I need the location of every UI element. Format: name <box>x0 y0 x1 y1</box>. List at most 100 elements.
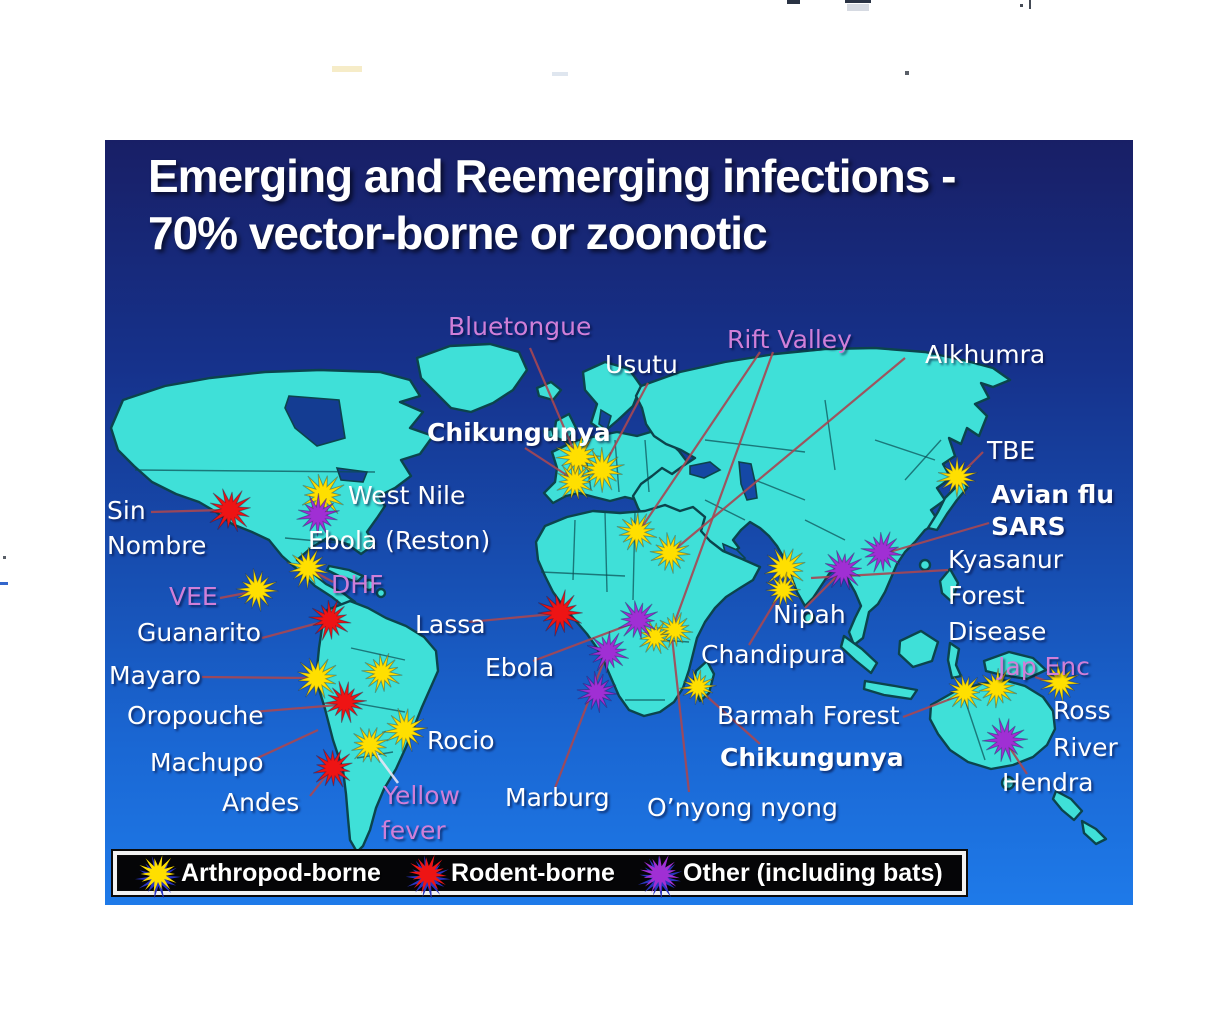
map-label-1-usutu: Usutu <box>605 350 678 379</box>
legend-item-arthropod: Arthropod-borne <box>135 855 381 898</box>
map-label-28-river: River <box>1053 733 1118 762</box>
legend-label: Other (including bats) <box>683 858 943 887</box>
marker-other <box>618 600 659 640</box>
connector-line <box>524 447 569 477</box>
landmass-south-america <box>315 599 440 854</box>
map-label-24-oropouche: Oropouche <box>127 701 264 730</box>
marker-other <box>981 717 1029 763</box>
marker-arthropod <box>976 668 1018 709</box>
marker-other <box>576 671 618 713</box>
connector-line <box>532 622 632 663</box>
rodent-star-icon <box>405 854 451 898</box>
black-sea <box>689 461 722 479</box>
connector-line <box>468 612 554 624</box>
connector-line <box>670 636 691 793</box>
landmass-scandinavia <box>581 360 643 434</box>
map-label-14-disease: Disease <box>948 617 1047 646</box>
arthropod-star-icon <box>135 855 181 898</box>
connector-line <box>201 675 309 680</box>
slide-title-line1: Emerging and Reemerging infections - <box>148 150 956 202</box>
connector-line <box>150 508 224 514</box>
landmass-caribbean <box>325 564 365 584</box>
map-label-4-chikungunya: Chikungunya <box>427 418 611 447</box>
caspian-sea <box>738 461 758 501</box>
world-map <box>109 342 1108 854</box>
marker-arthropod <box>301 473 345 516</box>
map-label-13-forest: Forest <box>948 581 1025 610</box>
legend-bar: Arthropod-borne Rodent-borne Other (incl… <box>113 851 966 898</box>
marker-arthropod <box>1039 661 1081 703</box>
speck <box>0 582 8 585</box>
map-label-15-dhf: DHF <box>331 570 384 599</box>
connector-line <box>219 590 252 600</box>
connector-line <box>804 573 840 609</box>
landmass-island <box>375 587 387 599</box>
map-label-25-barmah-forest: Barmah Forest <box>717 701 900 730</box>
speck <box>1020 4 1023 7</box>
marker-rodent <box>308 599 352 641</box>
connector-line <box>671 351 775 628</box>
map-label-30-chikungunya: Chikungunya <box>720 743 904 772</box>
marker-arthropod <box>361 652 403 694</box>
map-label-29-machupo: Machupo <box>150 748 264 777</box>
marker-arthropod <box>381 707 429 753</box>
other-star-icon <box>640 855 680 893</box>
map-label-20-chandipura: Chandipura <box>701 640 846 669</box>
map-label-0-bluetongue: Bluetongue <box>448 312 592 341</box>
landmass-taiwan <box>918 558 932 572</box>
continents <box>109 342 1108 854</box>
landmass-new-zealand-south <box>1080 819 1108 846</box>
legend-item-other: Other (including bats) <box>637 855 943 898</box>
map-label-17-guanarito: Guanarito <box>137 618 262 647</box>
map-label-34-o-nyong-nyong: O’nyong nyong <box>647 793 838 822</box>
connector-line <box>701 691 761 745</box>
landmass-sulawesi <box>946 641 963 680</box>
map-label-27-rocio: Rocio <box>427 726 495 755</box>
connector-line <box>250 729 319 762</box>
marker-arthropod <box>556 463 594 500</box>
map-label-7-avian-flu: Avian flu <box>991 480 1115 509</box>
marker-arthropod <box>235 568 279 612</box>
slide-title-line2: 70% vector-borne or zoonotic <box>148 207 768 259</box>
connector-line <box>672 357 906 552</box>
map-label-35-andes: Andes <box>222 788 300 817</box>
connector-line <box>602 382 649 469</box>
connector-line <box>748 591 782 646</box>
speck <box>3 556 6 559</box>
marker-arthropod <box>679 668 717 705</box>
legend-label: Rodent-borne <box>451 858 615 887</box>
marker-arthropod <box>286 546 330 590</box>
marker-arthropod <box>616 512 658 553</box>
baltic-sea <box>598 408 612 432</box>
marker-arthropod <box>765 571 801 609</box>
connector-line <box>553 657 607 789</box>
landmass-new-guinea <box>982 650 1048 681</box>
other-star-icon <box>637 855 683 898</box>
legend-item-rodent: Rodent-borne <box>405 854 615 898</box>
disease-markers <box>209 433 1081 788</box>
legend-label: Arthropod-borne <box>181 858 381 887</box>
marker-other <box>824 550 863 591</box>
map-label-18-lassa: Lassa <box>415 610 486 639</box>
map-label-31-hendra: Hendra <box>1002 768 1094 797</box>
connector-line <box>885 521 990 555</box>
hudson-bay <box>284 395 346 447</box>
speck <box>552 72 568 76</box>
speck <box>1029 0 1031 9</box>
speck <box>905 71 909 75</box>
marker-rodent <box>537 589 583 637</box>
map-label-22-ebola: Ebola <box>485 653 555 682</box>
landmass-island <box>362 578 376 592</box>
marker-rodent <box>209 488 251 533</box>
marker-other <box>586 631 630 674</box>
marker-other <box>296 493 340 537</box>
map-label-26-ross: Ross <box>1053 696 1111 725</box>
connector-line <box>902 693 962 719</box>
map-label-9-sin: Sin <box>107 496 146 525</box>
landmass-new-zealand-north <box>1051 789 1084 822</box>
map-label-32-yellow: Yellow <box>383 781 460 810</box>
connector-line <box>261 620 323 640</box>
landmass-greenland <box>415 342 529 414</box>
marker-arthropod <box>656 612 694 648</box>
